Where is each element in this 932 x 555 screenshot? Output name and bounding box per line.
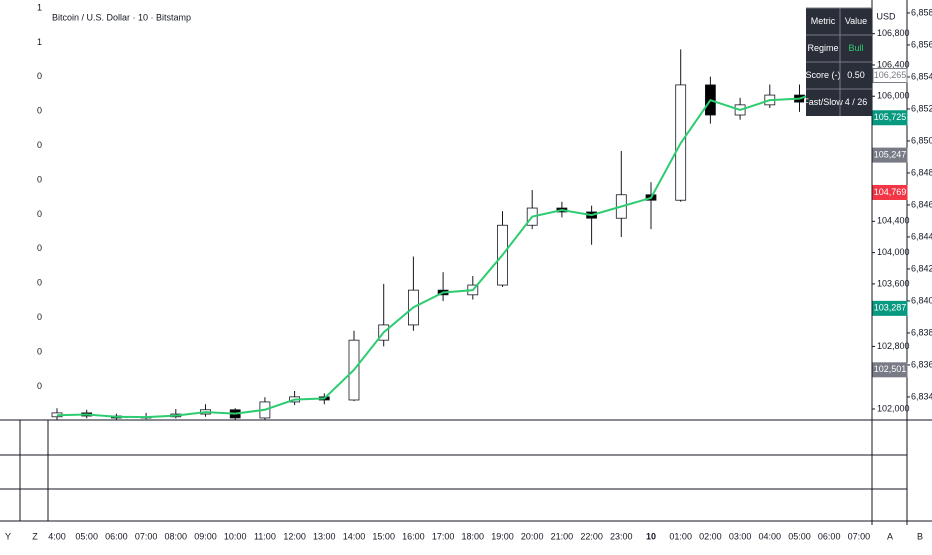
y2-tick-label: 6,846 [911, 199, 932, 209]
y2-tick-label: 6,856 [911, 39, 932, 49]
y-tick-label: 102,800 [877, 341, 910, 351]
x-tick-label: 11:00 [254, 531, 276, 541]
ma-line [56, 72, 860, 419]
y-tick-label: 104,400 [877, 216, 910, 226]
y2-tick-label: 6,844 [911, 231, 932, 241]
price-tag-label: 102,501 [874, 364, 907, 374]
y2-tick-label: 6,838 [911, 327, 932, 337]
bottom-letter: A [887, 531, 893, 541]
left-label: 0 [37, 140, 42, 150]
y2-tick-label: 6,858 [911, 7, 932, 17]
left-label: 1 [37, 2, 42, 12]
x-tick-label: 19:00 [491, 531, 514, 541]
y2-tick-label: 6,854 [911, 71, 932, 81]
x-tick-label: 07:00 [848, 531, 871, 541]
left-label: 0 [37, 174, 42, 184]
left-label: 0 [37, 71, 42, 81]
x-tick-label: 02:00 [699, 531, 722, 541]
y-tick-label: 106,400 [877, 59, 910, 69]
table-cell: 4 / 26 [845, 97, 868, 107]
left-label: 0 [37, 312, 42, 322]
x-tick-label: 15:00 [372, 531, 395, 541]
price-tag [872, 68, 908, 84]
x-tick-label: 21:00 [551, 531, 574, 541]
x-tick-label: 18:00 [462, 531, 485, 541]
x-tick-label: 09:00 [194, 531, 217, 541]
x-tick-label: 20:00 [521, 531, 544, 541]
x-tick-label: 4:00 [48, 531, 66, 541]
x-tick-label: 17:00 [432, 531, 455, 541]
x-tick-label: 06:00 [105, 531, 128, 541]
price-tag-label: 106,265 [874, 70, 907, 80]
table-cell: Value [845, 16, 867, 26]
chart-title: Bitcoin / U.S. Dollar · 10 · Bitstamp [52, 12, 191, 22]
y2-tick-label: 6,850 [911, 135, 932, 145]
x-tick-label: 08:00 [165, 531, 188, 541]
y2-tick-label: 6,840 [911, 295, 932, 305]
y2-tick-label: 6,834 [911, 391, 932, 401]
x-tick-label: 16:00 [402, 531, 425, 541]
x-tick-label: 01:00 [669, 531, 692, 541]
table-cell: Regime [807, 43, 838, 53]
x-tick-label: 05:00 [788, 531, 811, 541]
y-tick-label: 106,000 [877, 91, 910, 101]
x-tick-label: 10:00 [224, 531, 247, 541]
price-tag [872, 184, 908, 200]
left-label: 0 [37, 106, 42, 116]
x-tick-label: 12:00 [283, 531, 306, 541]
x-tick-label: 06:00 [818, 531, 841, 541]
table-cell: 0.50 [847, 70, 865, 80]
x-tick-label: 07:00 [135, 531, 158, 541]
table-cell: Fast/Slow [803, 97, 843, 107]
table-cell: Bull [848, 43, 863, 53]
bottom-letter: B [917, 531, 923, 541]
y-tick-label: 104,000 [877, 247, 910, 257]
bottom-letter: Y [5, 531, 11, 541]
y2-tick-label: 6,852 [911, 103, 932, 113]
price-tag [872, 362, 908, 378]
table-cell: Score (-) [805, 70, 840, 80]
left-label: 0 [37, 209, 42, 219]
left-label: 0 [37, 243, 42, 253]
left-label: 0 [37, 381, 42, 391]
price-tag-label: 105,725 [874, 112, 907, 122]
x-tick-label: 23:00 [610, 531, 633, 541]
x-tick-label: 10 [646, 531, 656, 541]
y2-tick-label: 6,848 [911, 167, 932, 177]
y2-tick-label: 6,842 [911, 263, 932, 273]
price-tag-label: 104,769 [874, 187, 907, 197]
x-tick-label: 04:00 [759, 531, 782, 541]
x-tick-label: 05:00 [75, 531, 98, 541]
table-cell: Metric [811, 16, 836, 26]
x-tick-label: 13:00 [313, 531, 336, 541]
y-tick-label: 102,000 [877, 403, 910, 413]
y-tick-label: 103,600 [877, 278, 910, 288]
x-tick-label: 14:00 [343, 531, 366, 541]
price-tag-label: 103,287 [874, 303, 907, 313]
left-label: 1 [37, 37, 42, 47]
bottom-letter: Z [32, 531, 38, 541]
x-tick-label: 22:00 [580, 531, 603, 541]
currency: USD [876, 11, 896, 21]
left-label: 0 [37, 346, 42, 356]
x-tick-label: 03:00 [729, 531, 752, 541]
y2-tick-label: 6,836 [911, 359, 932, 369]
price-tag [872, 300, 908, 316]
y-tick-label: 106,800 [877, 28, 910, 38]
price-tag [872, 110, 908, 126]
left-label: 0 [37, 278, 42, 288]
price-tag-label: 105,247 [874, 149, 907, 159]
price-tag [872, 147, 908, 163]
